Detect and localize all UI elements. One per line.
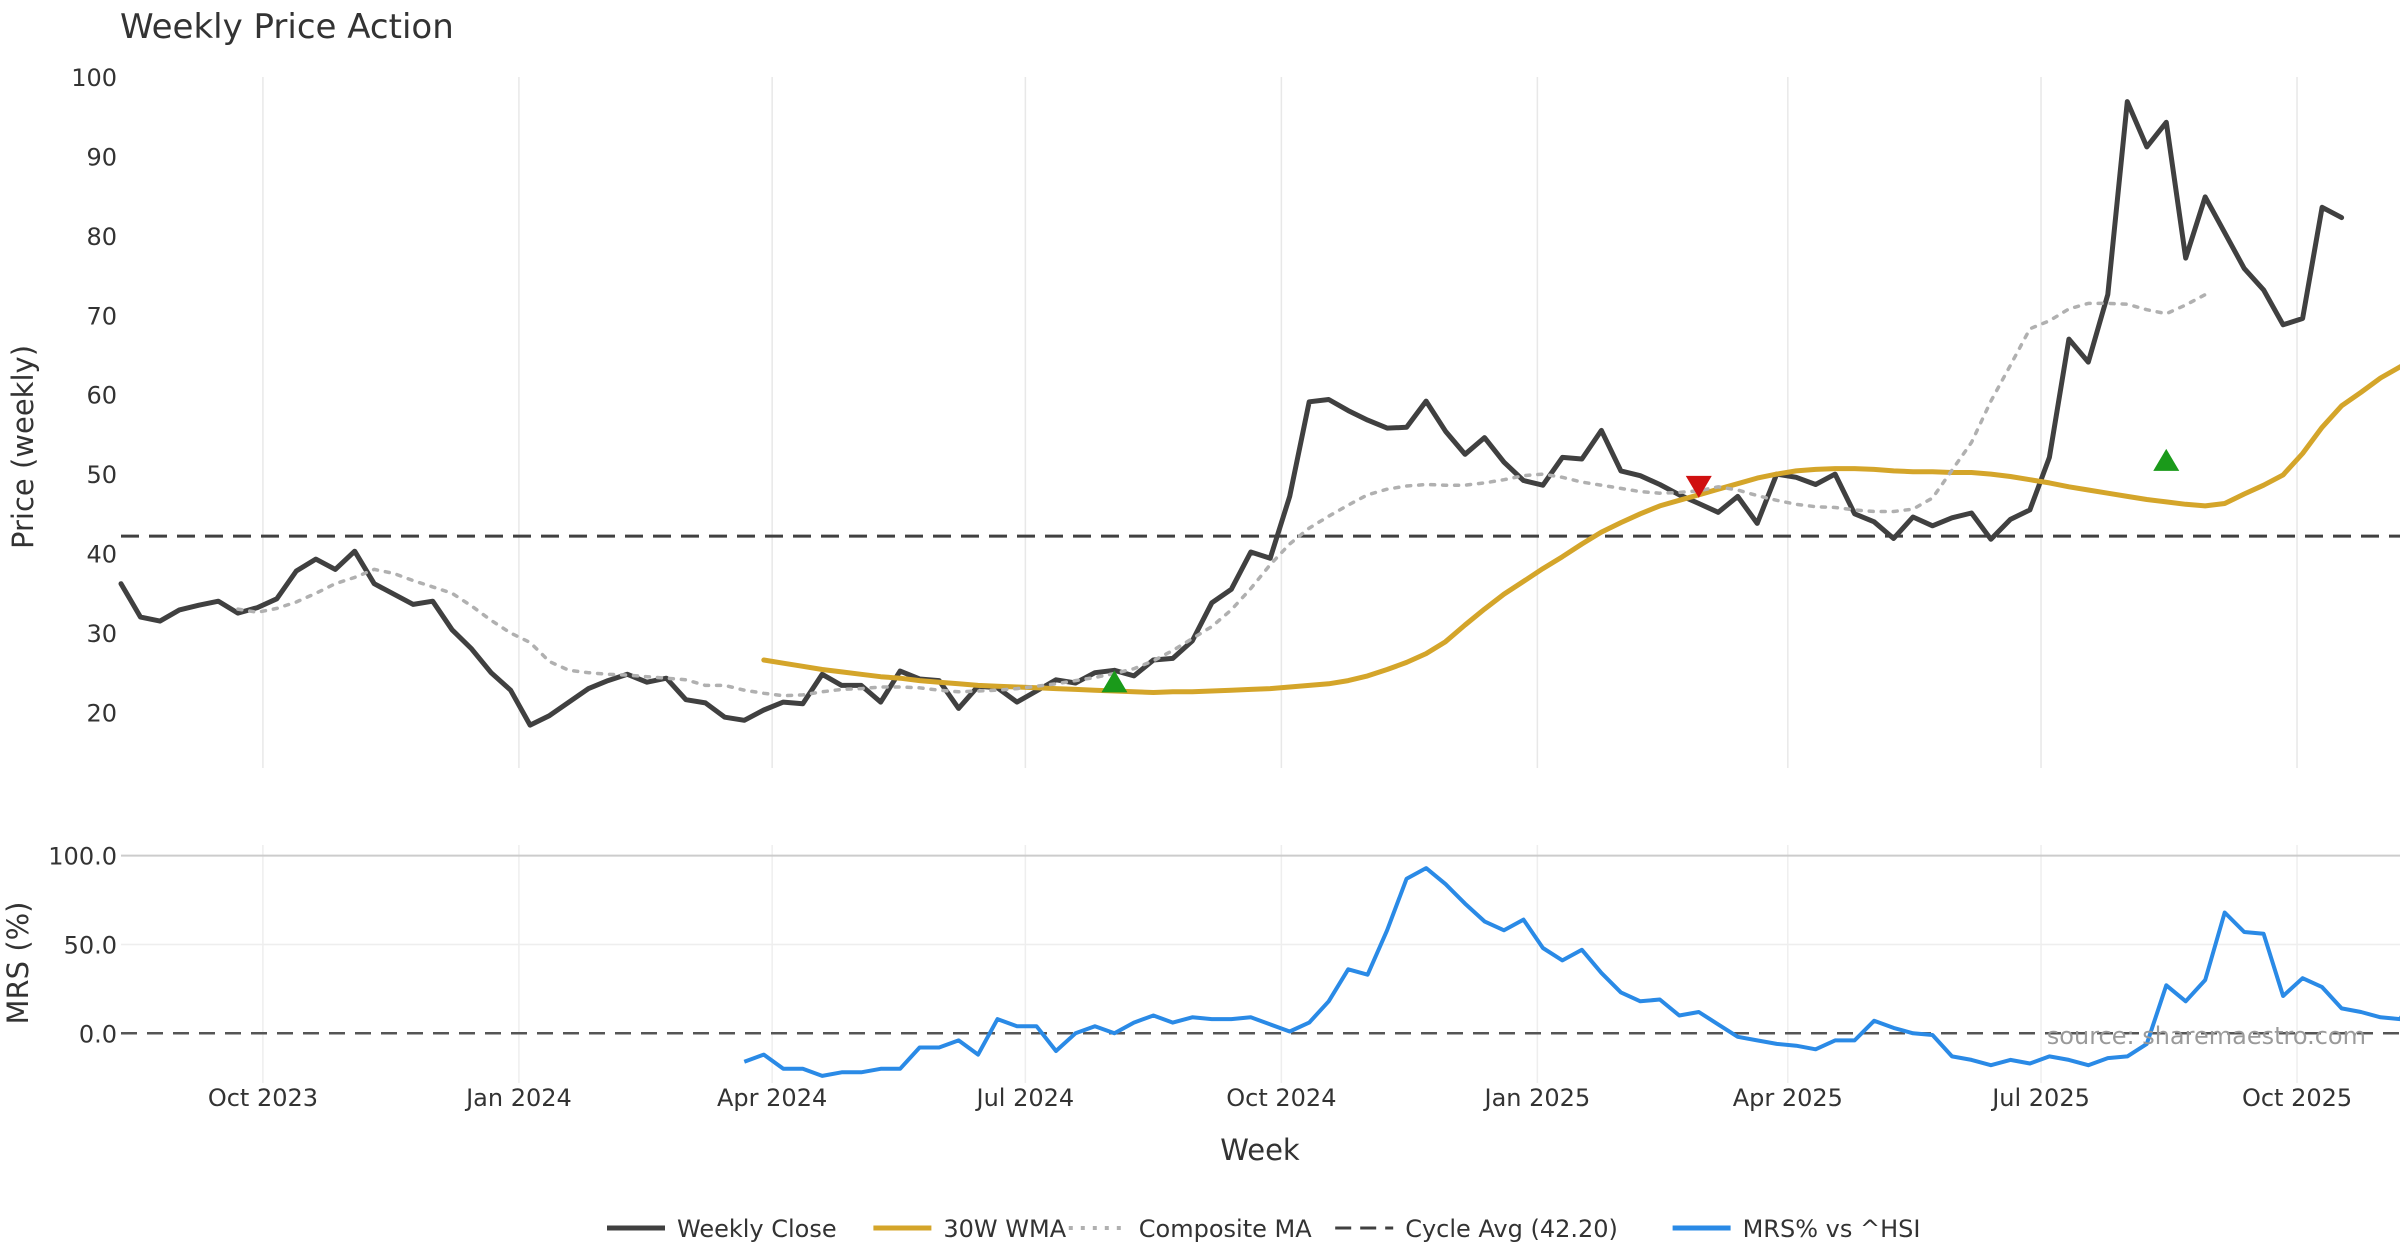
x-tick-label: Apr 2025 bbox=[1733, 1084, 1843, 1112]
series-composite-ma bbox=[236, 292, 2207, 698]
price-y-tick-label: 40 bbox=[86, 541, 117, 569]
price-y-tick-label: 90 bbox=[86, 143, 117, 171]
x-tick-label: Jan 2024 bbox=[464, 1084, 572, 1112]
price-y-ticks: 20 30 40 50 60 70 80 90 100 bbox=[71, 64, 117, 727]
x-tick-label: Oct 2025 bbox=[2242, 1084, 2352, 1112]
mrs-series bbox=[743, 866, 2400, 1078]
legend-item: 30W WMA bbox=[873, 1215, 1067, 1243]
price-y-tick-label: 50 bbox=[86, 461, 117, 489]
legend-label: Weekly Close bbox=[677, 1215, 837, 1243]
price-y-tick-label: 80 bbox=[86, 223, 117, 251]
legend-item: Composite MA bbox=[1068, 1215, 1312, 1243]
series-30w-wma bbox=[761, 364, 2400, 695]
price-grid bbox=[262, 77, 2298, 768]
mrs-y-axis-title: MRS (%) bbox=[1, 902, 35, 1025]
mrs-y-tick-label: 50.0 bbox=[64, 931, 117, 959]
legend-item: MRS% vs ^HSI bbox=[1672, 1215, 1921, 1243]
series-weekly-close bbox=[118, 99, 2345, 728]
mrs-panel: 100.0 50.0 0.0 MRS (%) source: sharemaestr… bbox=[1, 843, 2400, 1083]
source-annotation: source: sharemaestro.com bbox=[2047, 1022, 2366, 1050]
mrs-y-tick-label: 100.0 bbox=[48, 843, 117, 871]
x-tick-label: Jul 2025 bbox=[1990, 1084, 2090, 1112]
x-tick-label: Jul 2024 bbox=[975, 1084, 1075, 1112]
series-mrs-vs-hsi bbox=[743, 866, 2400, 1078]
price-y-tick-label: 70 bbox=[86, 302, 117, 330]
x-axis-ticks: Oct 2023 Jan 2024 Apr 2024 Jul 2024 Oct 2024… bbox=[208, 1084, 2352, 1112]
x-tick-label: Jan 2025 bbox=[1483, 1084, 1591, 1112]
legend-label: Cycle Avg (42.20) bbox=[1405, 1215, 1618, 1243]
price-y-axis-title: Price (weekly) bbox=[6, 345, 40, 549]
x-tick-label: Apr 2024 bbox=[717, 1084, 827, 1112]
price-y-tick-label: 30 bbox=[86, 620, 117, 648]
buy-signal-marker bbox=[1101, 670, 1128, 693]
legend: Weekly Close 30W WMA Composite MA Cycle Avg… bbox=[607, 1215, 1920, 1243]
x-axis-title: Week bbox=[1220, 1133, 1300, 1167]
mrs-y-ticks: 100.0 50.0 0.0 bbox=[48, 843, 117, 1049]
signal-markers bbox=[1101, 448, 2180, 693]
price-series bbox=[118, 99, 2400, 728]
legend-label: MRS% vs ^HSI bbox=[1743, 1215, 1921, 1243]
price-y-tick-label: 100 bbox=[71, 64, 117, 92]
chart-title: Weekly Price Action bbox=[120, 7, 454, 47]
x-tick-label: Oct 2024 bbox=[1226, 1084, 1336, 1112]
legend-label: Composite MA bbox=[1139, 1215, 1312, 1243]
buy-signal-marker bbox=[2153, 448, 2180, 471]
price-panel: 20 30 40 50 60 70 80 90 100 Price (weekly) bbox=[6, 64, 2400, 768]
price-y-tick-label: 60 bbox=[86, 382, 117, 410]
mrs-grid bbox=[121, 845, 2400, 1083]
legend-item: Cycle Avg (42.20) bbox=[1335, 1215, 1618, 1243]
legend-label: 30W WMA bbox=[943, 1215, 1066, 1243]
legend-item: Weekly Close bbox=[607, 1215, 837, 1243]
mrs-y-tick-label: 0.0 bbox=[79, 1020, 117, 1048]
price-y-tick-label: 20 bbox=[86, 699, 117, 727]
sell-signal-marker bbox=[1685, 475, 1712, 498]
x-tick-label: Oct 2023 bbox=[208, 1084, 318, 1112]
